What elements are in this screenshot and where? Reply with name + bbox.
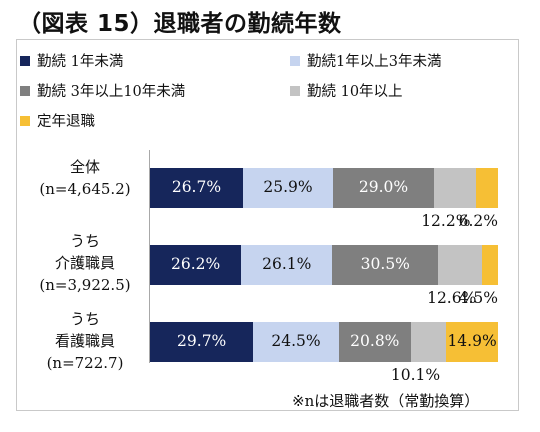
legend-swatch xyxy=(290,55,300,66)
bar-segment xyxy=(476,168,498,208)
data-label: 10.1% xyxy=(390,366,441,384)
category-label: 介護職員 xyxy=(54,254,115,272)
data-label: 29.7% xyxy=(177,332,227,350)
bar-segment xyxy=(482,245,498,285)
data-label: 6.2% xyxy=(458,212,498,230)
data-label: 26.1% xyxy=(262,255,312,273)
data-label: 25.9% xyxy=(263,178,313,196)
data-label: 29.0% xyxy=(358,178,409,196)
bar-segment xyxy=(332,245,439,285)
category-label: うち xyxy=(69,232,100,250)
bar-segment xyxy=(241,245,333,285)
data-label: 14.9% xyxy=(447,332,497,350)
footnote: ※nは退職者数（常勤換算） xyxy=(292,392,480,410)
data-label: 30.5% xyxy=(360,255,410,273)
chart-title: （図表 15）退職者の勤続年数 xyxy=(18,11,342,37)
data-label: 24.5% xyxy=(271,332,321,350)
legend-label: 勤続 1年未満 xyxy=(37,54,124,70)
category-label: (n=3,922.5) xyxy=(39,276,131,294)
legend-label: 勤続 10年以上 xyxy=(307,84,403,100)
chart-panel xyxy=(16,39,519,411)
legend-item: 勤続1年以上3年未満 xyxy=(290,50,441,71)
legend-swatch xyxy=(20,115,30,126)
category-label: (n=4,645.2) xyxy=(39,180,131,198)
bar-segment xyxy=(338,322,411,362)
data-label: 4.5% xyxy=(458,289,498,307)
data-label: 20.8% xyxy=(350,332,400,350)
legend-label: 勤続 3年以上10年未満 xyxy=(37,84,186,100)
legend-swatch xyxy=(20,85,30,96)
bar-segment xyxy=(411,322,447,362)
category-label: うち xyxy=(69,310,100,328)
legend-swatch xyxy=(290,85,300,96)
bar-segment xyxy=(253,322,339,362)
data-label: 26.7% xyxy=(171,178,222,196)
legend-label: 勤続1年以上3年未満 xyxy=(307,54,442,70)
legend-item: 勤続 1年未満 xyxy=(20,50,123,71)
category-axis-line xyxy=(149,150,150,363)
legend-item: 勤続 10年以上 xyxy=(290,80,403,101)
category-label: (n=722.7) xyxy=(46,354,124,372)
legend-item: 勤続 3年以上10年未満 xyxy=(20,80,185,101)
bar-segment xyxy=(438,245,483,285)
data-label: 12.6% xyxy=(427,289,477,307)
bar-segment xyxy=(150,245,242,285)
bar-segment xyxy=(242,168,334,208)
bar-segment xyxy=(150,322,254,362)
bar-segment xyxy=(446,322,498,362)
bar-segment xyxy=(150,168,243,208)
legend-item: 定年退職 xyxy=(20,110,95,131)
data-label: 26.2% xyxy=(171,255,221,273)
bar-segment xyxy=(333,168,434,208)
bar-segment xyxy=(433,168,477,208)
legend-swatch xyxy=(20,55,30,66)
category-label: 全体 xyxy=(69,158,100,176)
legend-label: 定年退職 xyxy=(37,114,95,130)
category-label: 看護職員 xyxy=(54,332,115,350)
chart-legend: 勤続 1年未満 勤続1年以上3年未満勤続 3年以上10年未満 勤続 10年以上定年退… xyxy=(20,50,520,130)
data-label: 12.2% xyxy=(421,212,471,230)
